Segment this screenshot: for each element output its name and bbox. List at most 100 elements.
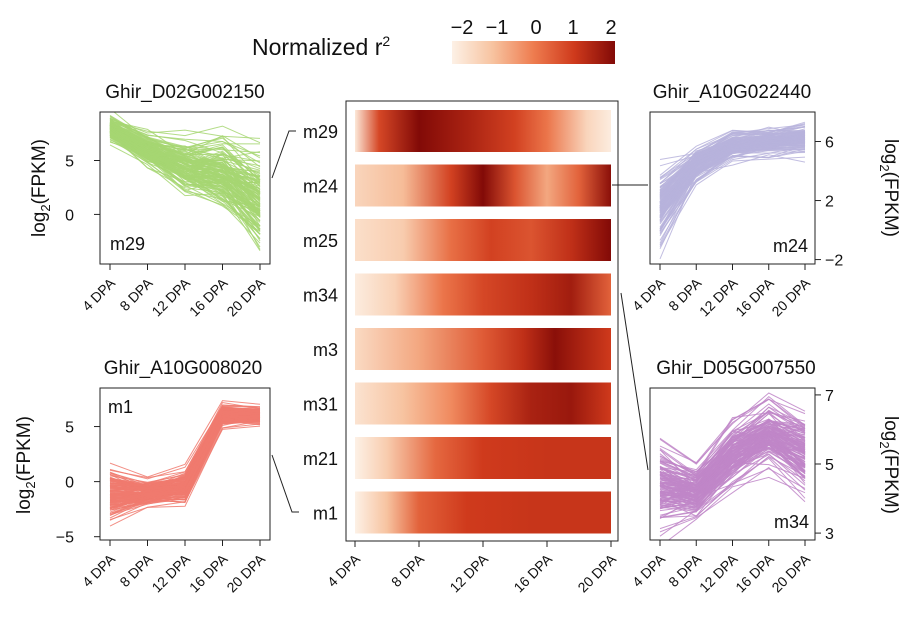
expression-line <box>109 400 261 478</box>
expression-line <box>659 456 806 518</box>
expression-line <box>659 156 806 247</box>
y-axis-label: log2(FPKM) <box>14 416 38 514</box>
y-axis-label-sub: 2 <box>877 164 892 171</box>
x-tick-label: 20 DPA <box>223 550 268 595</box>
expression-line <box>109 123 261 187</box>
heatmap-row-labels: m29 m24 m25 m34 m3 m31 m21 m1 <box>303 122 338 524</box>
y-axis-label-main: log <box>29 212 50 237</box>
y-tick-label: 6 <box>825 135 834 152</box>
y-tick-label: 5 <box>825 457 834 474</box>
expression-line-bundle <box>109 400 261 527</box>
expression-line <box>109 413 261 503</box>
expression-line <box>109 411 261 498</box>
heatmap-row-label: m1 <box>313 504 338 524</box>
expression-line <box>659 420 806 476</box>
heatmap-x-tick-label: 8 DPA <box>388 550 428 590</box>
y-axis-label-tail: (FPKM) <box>29 139 50 204</box>
heatmap-row-label: m21 <box>303 449 338 469</box>
expression-line-bundle <box>659 121 806 260</box>
expression-line <box>659 126 806 202</box>
expression-line <box>659 139 806 209</box>
expression-line-bundle <box>109 112 261 251</box>
x-tick-label: 16 DPA <box>732 274 777 319</box>
y-axis-label-sub: 2 <box>23 481 38 488</box>
panel-module-label: m24 <box>773 236 808 256</box>
expression-line <box>659 423 806 493</box>
expression-line <box>667 476 806 540</box>
x-tick-label: 4 DPA <box>629 550 669 590</box>
x-tick-label: 16 DPA <box>186 274 231 319</box>
expression-line <box>109 421 261 513</box>
colorbar-title-sup: 2 <box>382 33 390 49</box>
expression-line <box>659 453 806 518</box>
heatmap-row-label: m3 <box>313 340 338 360</box>
y-axis-label-main: log <box>14 489 35 514</box>
heatmap-x-tick-label: 12 DPA <box>446 550 491 595</box>
expression-line <box>109 405 261 480</box>
x-tick-label: 4 DPA <box>629 274 669 314</box>
heatmap-row-label: m24 <box>303 177 338 197</box>
colorbar-tick-label: 1 <box>567 17 578 39</box>
panel-gene-title: Ghir_D05G007550 <box>656 358 816 379</box>
colorbar-gradient <box>452 41 615 64</box>
expression-line <box>109 126 261 203</box>
expression-line <box>109 425 261 527</box>
expression-line <box>109 122 261 180</box>
heatmap-x-tick-label: 4 DPA <box>324 550 364 590</box>
expression-line <box>109 124 261 165</box>
x-tick-label: 12 DPA <box>696 550 741 595</box>
y-tick-label: 3 <box>825 526 834 543</box>
expression-line <box>659 141 806 219</box>
x-tick-label: 20 DPA <box>223 274 268 319</box>
expression-line <box>109 136 261 244</box>
y-axis-label-sub: 2 <box>38 204 53 211</box>
heatmap-frame <box>345 100 619 542</box>
x-tick-label: 12 DPA <box>148 550 193 595</box>
expression-line <box>659 147 806 223</box>
expression-line <box>659 436 806 510</box>
colorbar-title: Normalized r2 <box>252 33 390 60</box>
y-tick-label: −2 <box>825 253 843 270</box>
panel-gene-title: Ghir_D02G002150 <box>105 82 265 103</box>
expression-line <box>659 410 806 472</box>
expression-line <box>659 428 806 487</box>
heatmap-row-label: m29 <box>303 122 338 142</box>
x-tick-label: 16 DPA <box>732 550 777 595</box>
x-tick-label: 12 DPA <box>696 274 741 319</box>
expression-line <box>659 124 806 160</box>
heatmap-x-tick-label: 16 DPA <box>510 550 555 595</box>
expression-line <box>109 127 261 230</box>
x-tick-label: 12 DPA <box>148 274 193 319</box>
heatmap-row <box>355 491 611 534</box>
expression-line <box>659 440 806 506</box>
y-tick-label: 5 <box>65 420 74 437</box>
connector-lines <box>271 130 649 513</box>
expression-line <box>659 131 806 179</box>
heatmap-panel: m29 m24 m25 m34 m3 m31 m21 m1 4 DPA 8 DPA 12 DPA 1… <box>303 100 620 596</box>
expression-line <box>659 431 806 499</box>
x-tick-label: 16 DPA <box>186 550 231 595</box>
expression-line <box>109 131 261 250</box>
colorbar-tick-label: 0 <box>530 17 541 39</box>
colorbar-tick-label: −1 <box>486 17 509 39</box>
heatmap-x-tick-label: 20 DPA <box>574 550 619 595</box>
expression-line <box>109 141 261 232</box>
y-tick-label: 2 <box>825 194 834 211</box>
heatmap-row <box>355 437 611 479</box>
heatmap-row <box>355 164 611 207</box>
expression-line <box>659 392 806 464</box>
heatmap-row <box>355 273 611 316</box>
colorbar-tick-label: 2 <box>605 17 616 39</box>
y-axis-label-tail: (FPKM) <box>880 172 901 237</box>
expression-line <box>659 132 806 191</box>
connector-line <box>620 292 649 471</box>
expression-line <box>659 442 806 495</box>
y-tick-label: 7 <box>825 388 834 405</box>
panel-module-label: m29 <box>110 234 145 254</box>
expression-line <box>109 410 261 488</box>
expression-line <box>109 406 261 484</box>
expression-line <box>109 121 261 144</box>
